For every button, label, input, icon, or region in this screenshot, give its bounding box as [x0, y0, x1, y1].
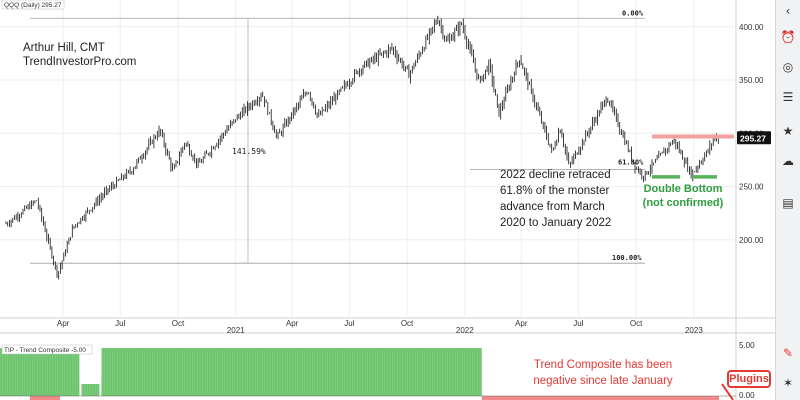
x-tick-label: Jul [115, 319, 125, 328]
double-bottom-title: Double Bottom [644, 183, 723, 195]
x-tick-label: Jul [573, 319, 583, 328]
chevron-left-icon[interactable]: ‹ [785, 4, 791, 18]
broom-icon[interactable]: ✶ [782, 376, 794, 390]
ind-y-tick-label: 0.00 [739, 391, 755, 400]
y-tick-label: 400.00 [739, 23, 764, 32]
indicator-label: TIP - Trend Composite -5.00 [4, 347, 86, 354]
fib-618-label: 61.80% [618, 158, 644, 166]
x-tick-label: 2022 [456, 326, 474, 335]
layers-icon[interactable]: ☰ [782, 90, 794, 104]
pointer-line [721, 383, 734, 400]
x-tick-label: Apr [286, 319, 299, 328]
trend-bull-bars [0, 348, 80, 396]
x-tick-label: Apr [515, 319, 528, 328]
double-bottom-subtitle: (not confirmed) [643, 197, 724, 209]
document-icon[interactable]: ▤ [782, 196, 794, 210]
x-tick-label: Oct [401, 319, 414, 328]
last-price-label: 295.27 [740, 133, 766, 143]
price-pane-bg [0, 0, 736, 318]
indicator-note-line: negative since late January [533, 375, 673, 387]
x-tick-label: Jul [344, 319, 354, 328]
globe-icon[interactable]: ◎ [782, 60, 794, 74]
symbol-label-box [1, 0, 65, 10]
advance-pct-label: 141.59% [232, 147, 266, 156]
trend-bear-bars [481, 396, 719, 400]
x-tick-label: Oct [630, 319, 643, 328]
fib-100-label: 100.00% [612, 254, 642, 262]
indicator-note-line: Trend Composite has been [534, 359, 672, 371]
y-tick-label: 200.00 [739, 236, 764, 245]
author-name: Arthur Hill, CMT [23, 42, 105, 54]
x-tick-label: Apr [57, 319, 70, 328]
x-tick-label: 2023 [685, 326, 703, 335]
y-tick-label: 250.00 [739, 183, 764, 192]
fib-0-label: 0.00% [622, 9, 644, 17]
cloud-icon[interactable]: ☁ [782, 154, 794, 168]
trend-bull-bars [81, 384, 100, 396]
last-price-tag [737, 131, 771, 145]
x-tick-label: 2021 [227, 326, 245, 335]
decline-note-line: 61.8% of the monster [500, 185, 609, 197]
ind-y-tick-label: 5.00 [739, 341, 755, 350]
plugins-button[interactable]: Plugins [727, 370, 771, 388]
trend-gap [79, 348, 102, 378]
symbol-label: QQQ (Daily) 295.27 [4, 2, 62, 9]
author-site: TrendInvestorPro.com [23, 56, 136, 68]
decline-note-line: advance from March [500, 201, 605, 213]
indicator-label-box [1, 344, 93, 355]
x-tick-label: Oct [172, 319, 185, 328]
decline-note-line: 2022 decline retraced [500, 169, 611, 181]
y-tick-label: 350.00 [739, 76, 764, 85]
right-toolbar: ‹ ⏰ ◎ ☰ ★ ☁ ▤ ✎ ✶ [775, 0, 800, 400]
trophy-icon[interactable]: ★ [782, 124, 794, 138]
trend-bull-bars [101, 348, 482, 396]
pen-icon[interactable]: ✎ [782, 346, 794, 360]
decline-note-line: 2020 to January 2022 [500, 217, 611, 229]
price-chart: 400.00350.00300.00250.00200.00AprJulOct2… [0, 0, 775, 400]
trend-bear-bars [30, 396, 60, 400]
alarm-clock-icon[interactable]: ⏰ [780, 30, 796, 44]
